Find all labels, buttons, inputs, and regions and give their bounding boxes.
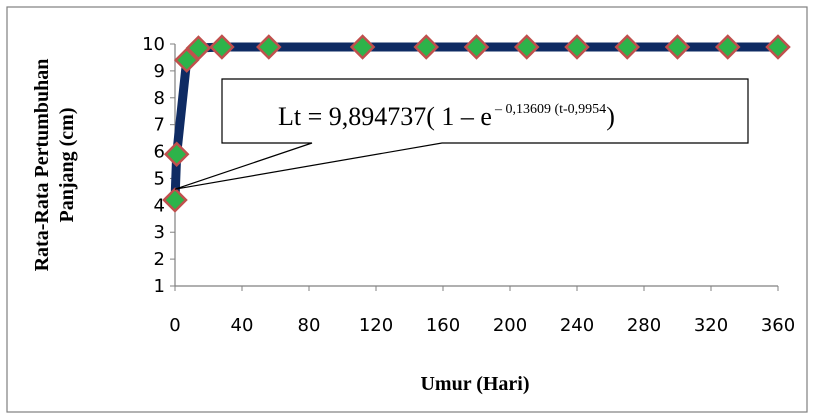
data-point [714, 34, 741, 60]
equation-text: Lt = 9,894737( 1 – e – 0,13609 (t-0,9954) [278, 102, 615, 131]
series-layer [162, 34, 791, 213]
y-tick-label: 9 [154, 61, 165, 82]
x-tick-label: 320 [694, 315, 728, 336]
axes: 1 2 3 4 5 6 7 8 9 10 0 40 80 120 160 200 240 280 320 360 [142, 34, 795, 336]
data-point [564, 34, 590, 60]
y-tick-label: 1 [154, 276, 165, 297]
equation-prefix: Lt = 9,894737( 1 – e [278, 102, 492, 131]
x-tick-label: 360 [761, 315, 795, 336]
data-point [173, 47, 200, 73]
equation-suffix: ) [606, 102, 615, 131]
data-point [349, 34, 376, 60]
y-tick-label: 2 [154, 249, 165, 270]
x-tick-label: 240 [560, 315, 594, 336]
x-tick-label: 0 [169, 315, 180, 336]
data-point [162, 187, 188, 213]
data-point [185, 35, 212, 61]
data-point [413, 34, 440, 60]
x-tick-label: 80 [298, 315, 321, 336]
data-point [765, 34, 791, 60]
x-axis-title: Umur (Hari) [420, 373, 529, 395]
data-point [513, 34, 540, 60]
y-tick-label: 10 [142, 34, 165, 55]
x-tick-label: 40 [231, 315, 254, 336]
equation-exponent: – 0,13609 (t-0,9954 [494, 102, 606, 117]
x-tick-label: 120 [359, 315, 393, 336]
data-point [664, 34, 691, 60]
y-axis-title: Rata-Rata Pertumbuhan Panjang (cm) [31, 59, 78, 272]
data-point [614, 34, 641, 60]
equation-callout: Lt = 9,894737( 1 – e – 0,13609 (t-0,9954) [174, 78, 749, 190]
y-tick-label: 3 [154, 222, 165, 243]
data-point [163, 141, 190, 168]
y-tick-label: 6 [154, 142, 165, 163]
y-tick-label: 7 [154, 115, 165, 136]
y-axis-title-line-2: Panjang (cm) [56, 108, 78, 223]
x-tick-label: 280 [627, 315, 661, 336]
data-point [463, 34, 490, 60]
x-tick-label: 200 [493, 315, 527, 336]
y-axis-title-line-1: Rata-Rata Pertumbuhan [31, 59, 53, 272]
data-point [209, 34, 235, 60]
chart-border [6, 6, 808, 413]
x-tick-label: 160 [426, 315, 460, 336]
callout-shape [174, 78, 749, 190]
data-point [256, 34, 282, 60]
y-tick-label: 5 [154, 168, 165, 189]
y-tick-label: 4 [154, 195, 165, 216]
y-tick-label: 8 [154, 88, 165, 109]
